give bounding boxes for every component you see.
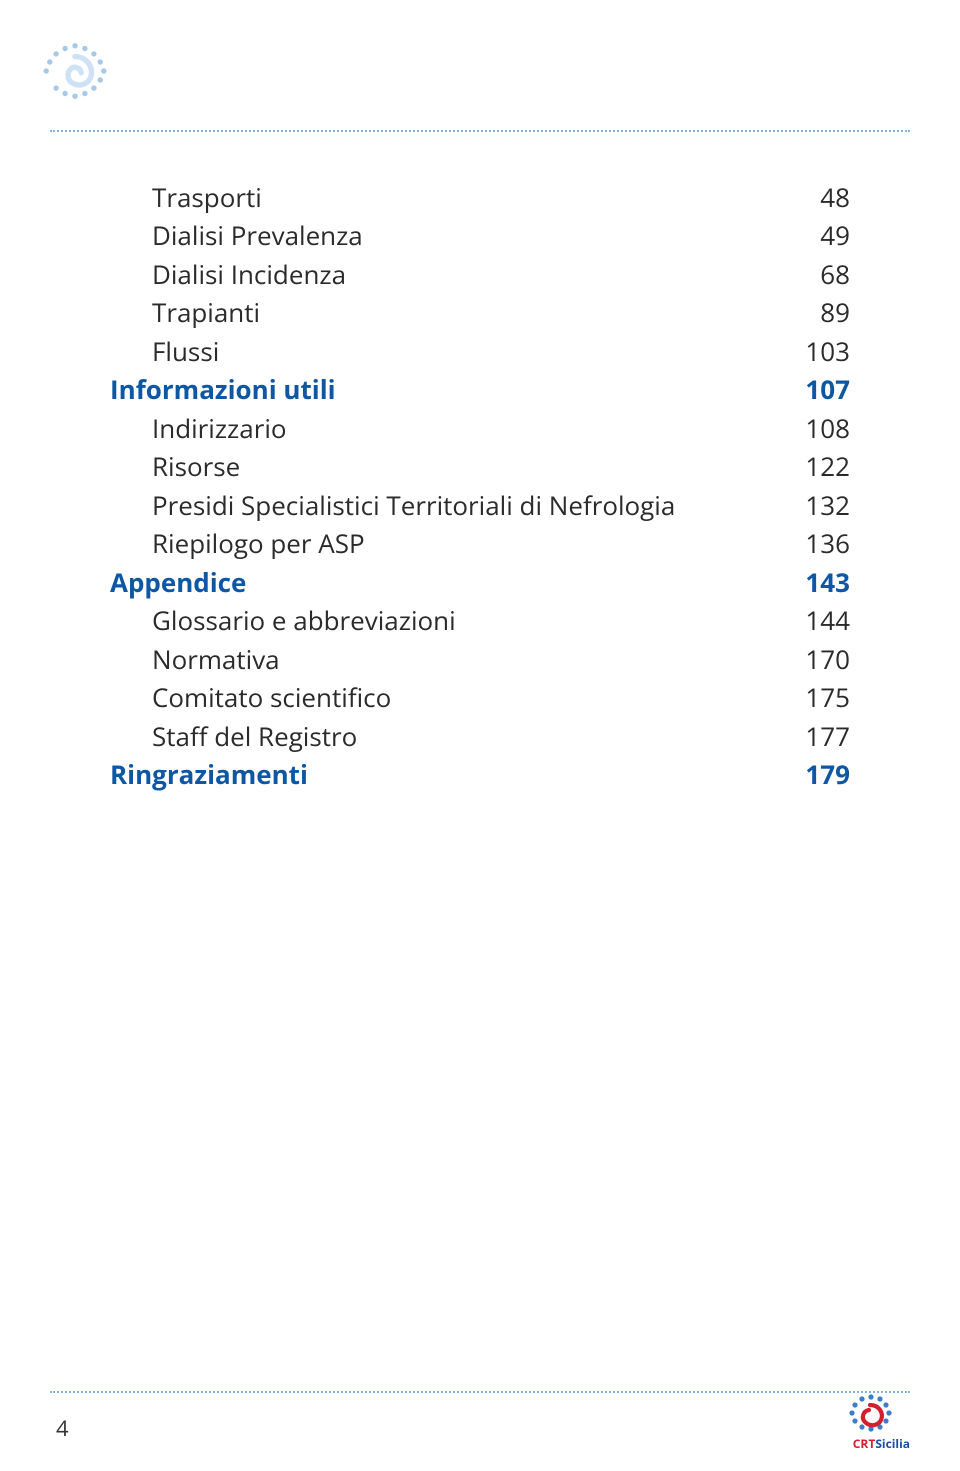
toc-label: Dialisi Prevalenza bbox=[110, 216, 790, 254]
toc-label: Dialisi Incidenza bbox=[110, 255, 790, 293]
toc-page-number: 136 bbox=[790, 524, 850, 562]
toc-label: Riepilogo per ASP bbox=[110, 524, 790, 562]
toc-page-number: 170 bbox=[790, 640, 850, 678]
toc-page-number: 107 bbox=[790, 370, 850, 408]
toc-row: Riepilogo per ASP136 bbox=[110, 524, 850, 562]
toc-row: Normativa170 bbox=[110, 640, 850, 678]
toc-page-number: 144 bbox=[790, 601, 850, 639]
toc-label: Trasporti bbox=[110, 178, 790, 216]
toc-row: Trapianti89 bbox=[110, 293, 850, 331]
toc-row: Risorse122 bbox=[110, 447, 850, 485]
toc-row: Trasporti48 bbox=[110, 178, 850, 216]
brand-sicilia-text: Sicilia bbox=[875, 1435, 910, 1452]
toc-page-number: 103 bbox=[790, 332, 850, 370]
toc-page-number: 49 bbox=[790, 216, 850, 254]
toc-row: Informazioni utili107 bbox=[110, 370, 850, 408]
bottom-divider bbox=[50, 1391, 910, 1393]
top-divider bbox=[50, 130, 910, 132]
toc-label: Glossario e abbreviazioni bbox=[110, 601, 790, 639]
toc-page-number: 175 bbox=[790, 678, 850, 716]
toc-label: Trapianti bbox=[110, 293, 790, 331]
swirl-logo-icon bbox=[30, 26, 120, 116]
toc-row: Ringraziamenti179 bbox=[110, 755, 850, 793]
toc-label: Indirizzario bbox=[110, 409, 790, 447]
toc-row: Staff del Registro177 bbox=[110, 717, 850, 755]
toc-label: Appendice bbox=[110, 563, 790, 601]
toc-label: Staff del Registro bbox=[110, 717, 790, 755]
toc-row: Flussi103 bbox=[110, 332, 850, 370]
toc-label: Ringraziamenti bbox=[110, 755, 790, 793]
toc-page-number: 108 bbox=[790, 409, 850, 447]
toc-page-number: 89 bbox=[790, 293, 850, 331]
toc-label: Risorse bbox=[110, 447, 790, 485]
toc-row: Dialisi Incidenza68 bbox=[110, 255, 850, 293]
toc-page-number: 132 bbox=[790, 486, 850, 524]
crt-sicilia-logo: CRTSicilia bbox=[830, 1389, 910, 1451]
document-page: Trasporti48Dialisi Prevalenza49Dialisi I… bbox=[0, 0, 960, 1471]
toc-label: Normativa bbox=[110, 640, 790, 678]
toc-page-number: 48 bbox=[790, 178, 850, 216]
brand-crt-text: CRT bbox=[853, 1435, 876, 1452]
toc-page-number: 143 bbox=[790, 563, 850, 601]
table-of-contents: Trasporti48Dialisi Prevalenza49Dialisi I… bbox=[110, 178, 850, 794]
toc-row: Glossario e abbreviazioni144 bbox=[110, 601, 850, 639]
toc-row: Indirizzario108 bbox=[110, 409, 850, 447]
toc-row: Presidi Specialistici Territoriali di Ne… bbox=[110, 486, 850, 524]
toc-row: Dialisi Prevalenza49 bbox=[110, 216, 850, 254]
toc-page-number: 177 bbox=[790, 717, 850, 755]
toc-row: Comitato scientifico175 bbox=[110, 678, 850, 716]
toc-page-number: 122 bbox=[790, 447, 850, 485]
page-number: 4 bbox=[56, 1413, 69, 1443]
toc-page-number: 179 bbox=[790, 755, 850, 793]
toc-row: Appendice143 bbox=[110, 563, 850, 601]
toc-label: Comitato scientifico bbox=[110, 678, 790, 716]
toc-page-number: 68 bbox=[790, 255, 850, 293]
toc-label: Presidi Specialistici Territoriali di Ne… bbox=[110, 486, 790, 524]
toc-label: Informazioni utili bbox=[110, 370, 790, 408]
toc-label: Flussi bbox=[110, 332, 790, 370]
